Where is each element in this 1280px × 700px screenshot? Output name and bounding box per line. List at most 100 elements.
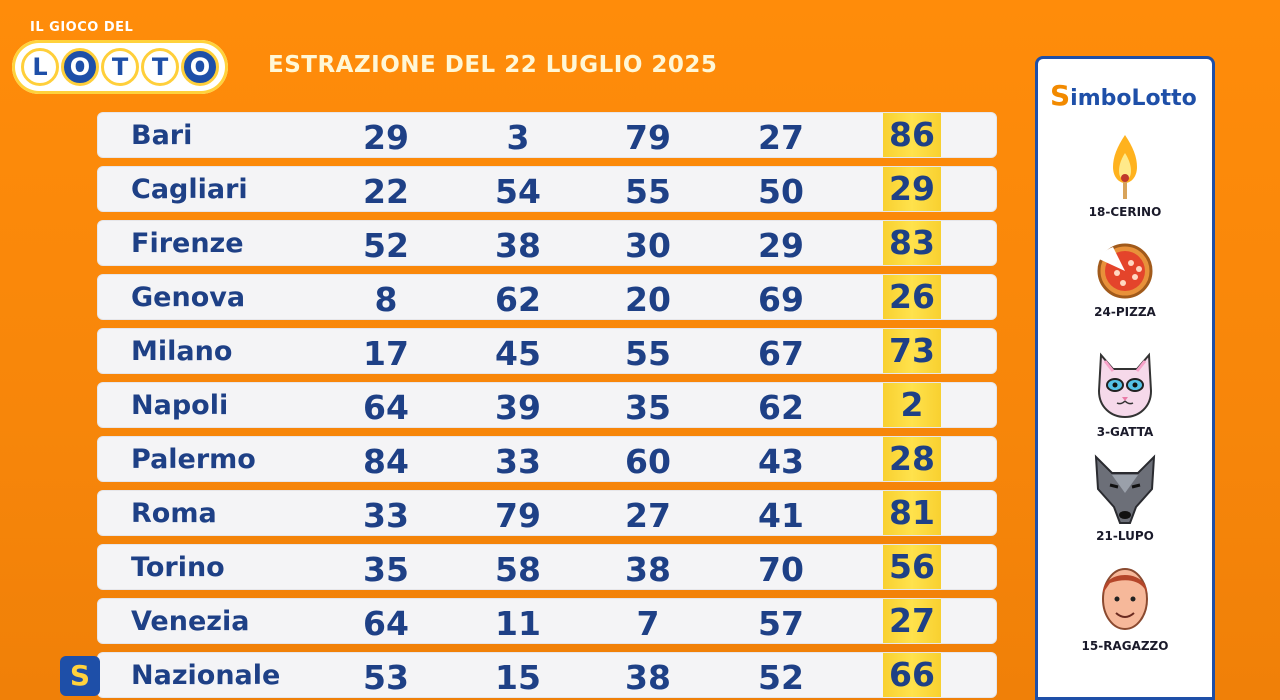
drawn-number: 64 [363,604,409,643]
city-name: Firenze [131,228,244,259]
drawn-number: 7 [636,604,660,643]
table-row: Torino 35 58 38 70 56 [97,544,997,590]
drawn-number: 41 [758,496,804,535]
highlighted-number: 66 [883,653,941,697]
drawn-number: 79 [625,118,671,157]
highlighted-number: 56 [883,545,941,589]
table-row: Firenze 52 38 30 29 83 [97,220,997,266]
symbol-label: 15-RAGAZZO [1081,639,1169,653]
symbol-item: 21-LUPO [1038,453,1212,543]
highlighted-number: 81 [883,491,941,535]
city-name: Torino [131,552,225,583]
drawn-number: 55 [625,172,671,211]
drawn-number: 67 [758,334,804,373]
symbol-label: 24-PIZZA [1094,305,1156,319]
simbolotto-title-text: imboLotto [1070,86,1197,111]
boy-face-icon [1102,568,1148,630]
table-row-nazionale: Nazionale 53 15 38 52 66 [97,652,997,698]
drawn-number: 27 [625,496,671,535]
drawn-number: 79 [495,496,541,535]
drawn-number: 60 [625,442,671,481]
simbolotto-panel: SimboLotto 18-CERINO 24-PIZZA [1035,56,1215,700]
table-row: Cagliari 22 54 55 50 29 [97,166,997,212]
drawn-number: 62 [758,388,804,427]
highlighted-number: 86 [883,113,941,157]
drawn-number: 22 [363,172,409,211]
highlighted-number: 83 [883,221,941,265]
drawn-number: 57 [758,604,804,643]
highlighted-number: 73 [883,329,941,373]
drawn-number: 17 [363,334,409,373]
drawn-number: 33 [495,442,541,481]
logo-letter: L [21,48,59,86]
drawn-number: 62 [495,280,541,319]
city-name: Napoli [131,390,229,421]
drawn-number: 11 [495,604,541,643]
pizza-icon [1097,243,1153,299]
drawn-number: 53 [363,658,409,697]
highlighted-number: 29 [883,167,941,211]
drawn-number: 29 [363,118,409,157]
table-row: Genova 8 62 20 69 26 [97,274,997,320]
drawn-number: 43 [758,442,804,481]
logo-letter: O [181,48,219,86]
city-name: Milano [131,336,233,367]
drawn-number: 38 [495,226,541,265]
logo-top-text: IL GIOCO DEL [30,20,134,35]
drawn-number: 39 [495,388,541,427]
wolf-icon [1094,454,1156,524]
symbol-item: 15-RAGAZZO [1038,559,1212,653]
drawn-number: 55 [625,334,671,373]
drawn-number: 50 [758,172,804,211]
page-title: ESTRAZIONE DEL 22 LUGLIO 2025 [268,52,718,78]
symbol-label: 21-LUPO [1096,529,1154,543]
drawn-number: 64 [363,388,409,427]
drawn-number: 33 [363,496,409,535]
drawn-number: 3 [506,118,530,157]
city-name: Nazionale [131,660,281,691]
city-name: Cagliari [131,174,248,205]
drawn-number: 54 [495,172,541,211]
table-row: Napoli 64 39 35 62 2 [97,382,997,428]
drawn-number: 38 [625,658,671,697]
drawn-number: 84 [363,442,409,481]
drawn-number: 8 [374,280,398,319]
symbol-label: 18-CERINO [1088,205,1162,219]
table-row: Palermo 84 33 60 43 28 [97,436,997,482]
logo-letter: O [61,48,99,86]
highlighted-number: 2 [883,383,941,427]
highlighted-number: 27 [883,599,941,643]
simbolotto-s-icon: S [1050,79,1071,112]
table-row: Bari 29 3 79 27 86 [97,112,997,158]
cat-icon [1097,352,1153,419]
drawn-number: 52 [363,226,409,265]
city-name: Roma [131,498,217,529]
logo-letter: T [101,48,139,86]
drawn-number: 69 [758,280,804,319]
drawn-number: 35 [625,388,671,427]
drawn-number: 15 [495,658,541,697]
nazionale-badge-icon: S [60,656,100,696]
city-name: Bari [131,120,193,151]
highlighted-number: 26 [883,275,941,319]
highlighted-number: 28 [883,437,941,481]
table-row: Milano 17 45 55 67 73 [97,328,997,374]
drawn-number: 38 [625,550,671,589]
table-row: Roma 33 79 27 41 81 [97,490,997,536]
city-name: Palermo [131,444,256,475]
drawn-number: 35 [363,550,409,589]
drawn-number: 20 [625,280,671,319]
logo-letter: T [141,48,179,86]
drawn-number: 27 [758,118,804,157]
match-flame-icon [1113,135,1137,199]
drawn-number: 45 [495,334,541,373]
drawn-number: 30 [625,226,671,265]
city-name: Venezia [131,606,250,637]
symbol-item: 24-PIZZA [1038,241,1212,319]
drawn-number: 70 [758,550,804,589]
table-row: Venezia 64 11 7 57 27 [97,598,997,644]
drawn-number: 58 [495,550,541,589]
lotto-logo: IL GIOCO DEL L O T T O [12,20,230,98]
symbol-item: 3-GATTA [1038,345,1212,439]
symbol-item: 18-CERINO [1038,133,1212,219]
